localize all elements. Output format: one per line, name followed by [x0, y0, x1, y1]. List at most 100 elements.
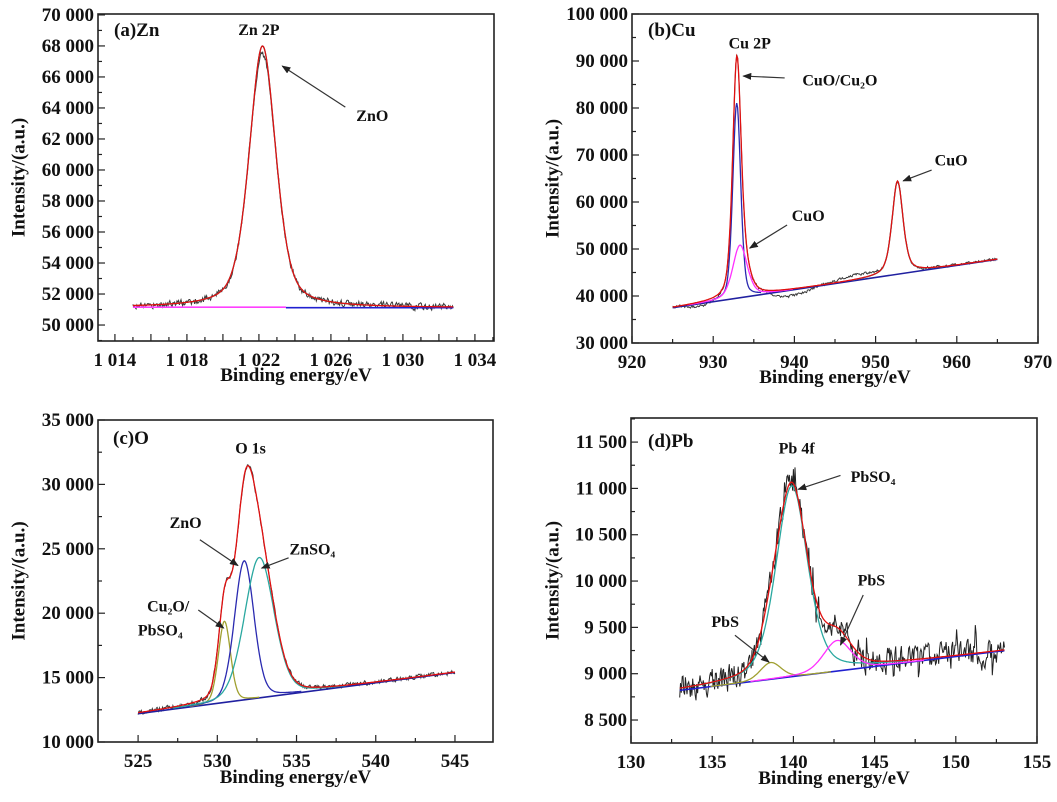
- panel-label: (b)Cu: [648, 20, 696, 41]
- annotation-arrow: [199, 539, 239, 567]
- component-curve-cuo: [687, 244, 793, 306]
- x-tick-label: 930: [699, 352, 728, 373]
- x-tick-label: 1 022: [238, 350, 281, 371]
- x-tick-label: 525: [124, 751, 153, 772]
- y-tick-label: 10 500: [575, 525, 627, 546]
- component-curve-zno: [158, 45, 367, 306]
- y-tick-label: 52 000: [42, 284, 94, 305]
- component-curve-cuo-satellite: [851, 180, 944, 281]
- peak-annotation: ZnSO₄: [290, 541, 336, 558]
- component-curve-cuo-cu2o: [712, 102, 762, 301]
- plot-frame: [631, 13, 1039, 344]
- peak-annotation: Pb 4f: [779, 441, 816, 458]
- y-tick-label: 60 000: [576, 192, 628, 213]
- y-tick-label: 68 000: [42, 36, 94, 57]
- envelope-fit-curve: [137, 465, 456, 714]
- annotation-arrow: [902, 169, 932, 182]
- x-axis-title: Binding energy/eV: [220, 365, 372, 386]
- x-tick-label: 135: [698, 752, 727, 773]
- x-tick-label: 535: [282, 751, 311, 772]
- peak-annotation: PbSO₄: [138, 623, 183, 640]
- envelope-fit-curve: [132, 45, 454, 308]
- y-tick-label: 9 500: [584, 617, 627, 638]
- y-tick-label: 11 000: [576, 478, 627, 499]
- experimental-curve: [137, 464, 456, 715]
- y-tick-label: 25 000: [42, 539, 94, 560]
- x-tick-label: 970: [1024, 352, 1053, 373]
- x-axis-title: Binding energy/eV: [758, 768, 910, 789]
- background-line: [672, 258, 998, 309]
- y-tick-label: 70 000: [42, 5, 94, 26]
- x-tick-label: 540: [362, 751, 391, 772]
- y-tick-label: 80 000: [576, 98, 628, 119]
- x-tick-label: 1 026: [310, 350, 353, 371]
- y-axis-title: Intensity/(a.u.): [542, 119, 563, 238]
- y-tick-label: 15 000: [42, 668, 94, 689]
- y-tick-label: 50 000: [42, 315, 94, 336]
- peak-annotation: PbS: [711, 614, 739, 631]
- y-tick-label: 20 000: [42, 603, 94, 624]
- y-tick-label: 10 000: [42, 732, 94, 753]
- peak-annotation: ZnO: [170, 515, 202, 532]
- y-tick-label: 30 000: [576, 333, 628, 354]
- y-tick-label: 50 000: [576, 239, 628, 260]
- x-tick-label: 140: [779, 752, 808, 773]
- peak-annotation: PbS: [858, 573, 886, 590]
- y-tick-label: 54 000: [42, 253, 94, 274]
- x-tick-label: 530: [203, 751, 232, 772]
- y-tick-label: 30 000: [42, 474, 94, 495]
- y-tick-label: 64 000: [42, 98, 94, 119]
- annotation-arrow: [734, 634, 770, 663]
- x-tick-label: 150: [942, 752, 971, 773]
- y-tick-label: 35 000: [42, 410, 94, 431]
- peak-annotation: Cu 2P: [729, 36, 771, 53]
- experimental-curve: [672, 54, 998, 309]
- y-tick-label: 9 000: [584, 664, 627, 685]
- component-curve-cu2o-pbso4: [189, 620, 260, 707]
- y-tick-label: 66 000: [42, 67, 94, 88]
- annotation-arrow: [748, 224, 788, 249]
- y-tick-label: 90 000: [576, 51, 628, 72]
- x-tick-label: 920: [618, 352, 647, 373]
- x-tick-label: 545: [441, 751, 470, 772]
- x-axis-title: Binding energy/eV: [220, 767, 372, 788]
- x-tick-label: 940: [780, 352, 809, 373]
- annotation-arrow: [197, 609, 225, 629]
- x-tick-label: 1 030: [382, 350, 425, 371]
- plot-frame: [97, 13, 495, 342]
- panel-label: (d)Pb: [648, 431, 693, 452]
- y-tick-label: 100 000: [566, 4, 628, 25]
- peak-annotation: O 1s: [235, 440, 266, 457]
- y-tick-label: 10 000: [575, 571, 627, 592]
- y-tick-label: 11 500: [576, 432, 627, 453]
- panel-o: 525 530 535 540 545 10 000 15 000 20 000 25 000 3…: [8, 410, 494, 788]
- x-tick-label: 130: [617, 752, 646, 773]
- x-tick-label: 1 034: [454, 350, 497, 371]
- peak-annotation: Zn 2P: [238, 22, 280, 39]
- peak-annotation: ZnO: [356, 108, 388, 125]
- experimental-curve: [679, 467, 1005, 701]
- y-tick-label: 58 000: [42, 191, 94, 212]
- peak-annotation: CuO: [935, 153, 968, 170]
- panel-pb: 130 135 140 145 150 155 8 500 9 000 9 500 10 000 1…: [542, 417, 1051, 789]
- component-curve-znso4: [172, 556, 346, 709]
- annotation-arrow: [281, 65, 346, 108]
- envelope-fit-curve: [679, 481, 1005, 689]
- peak-annotation: Cu₂O/: [147, 599, 190, 616]
- component-curve-pbs: [750, 639, 925, 683]
- panel-zn: 1 014 1 018 1 022 1 026 1 030 1 034 50 000 52 0…: [8, 5, 496, 386]
- y-axis-title: Intensity/(a.u.): [542, 521, 563, 640]
- y-axis-title: Intensity/(a.u.): [8, 521, 29, 640]
- panel-label: (c)O: [113, 428, 149, 449]
- y-tick-label: 8 500: [584, 710, 627, 731]
- y-tick-label: 56 000: [42, 222, 94, 243]
- annotation-arrow: [742, 72, 785, 80]
- y-tick-label: 40 000: [576, 286, 628, 307]
- x-tick-label: 960: [943, 352, 972, 373]
- y-tick-label: 60 000: [42, 160, 94, 181]
- annotation-arrow: [260, 557, 289, 569]
- x-axis-title: Binding energy/eV: [759, 367, 911, 388]
- y-axis-title: Intensity/(a.u.): [8, 118, 29, 237]
- peak-annotation: PbSO₄: [851, 469, 896, 486]
